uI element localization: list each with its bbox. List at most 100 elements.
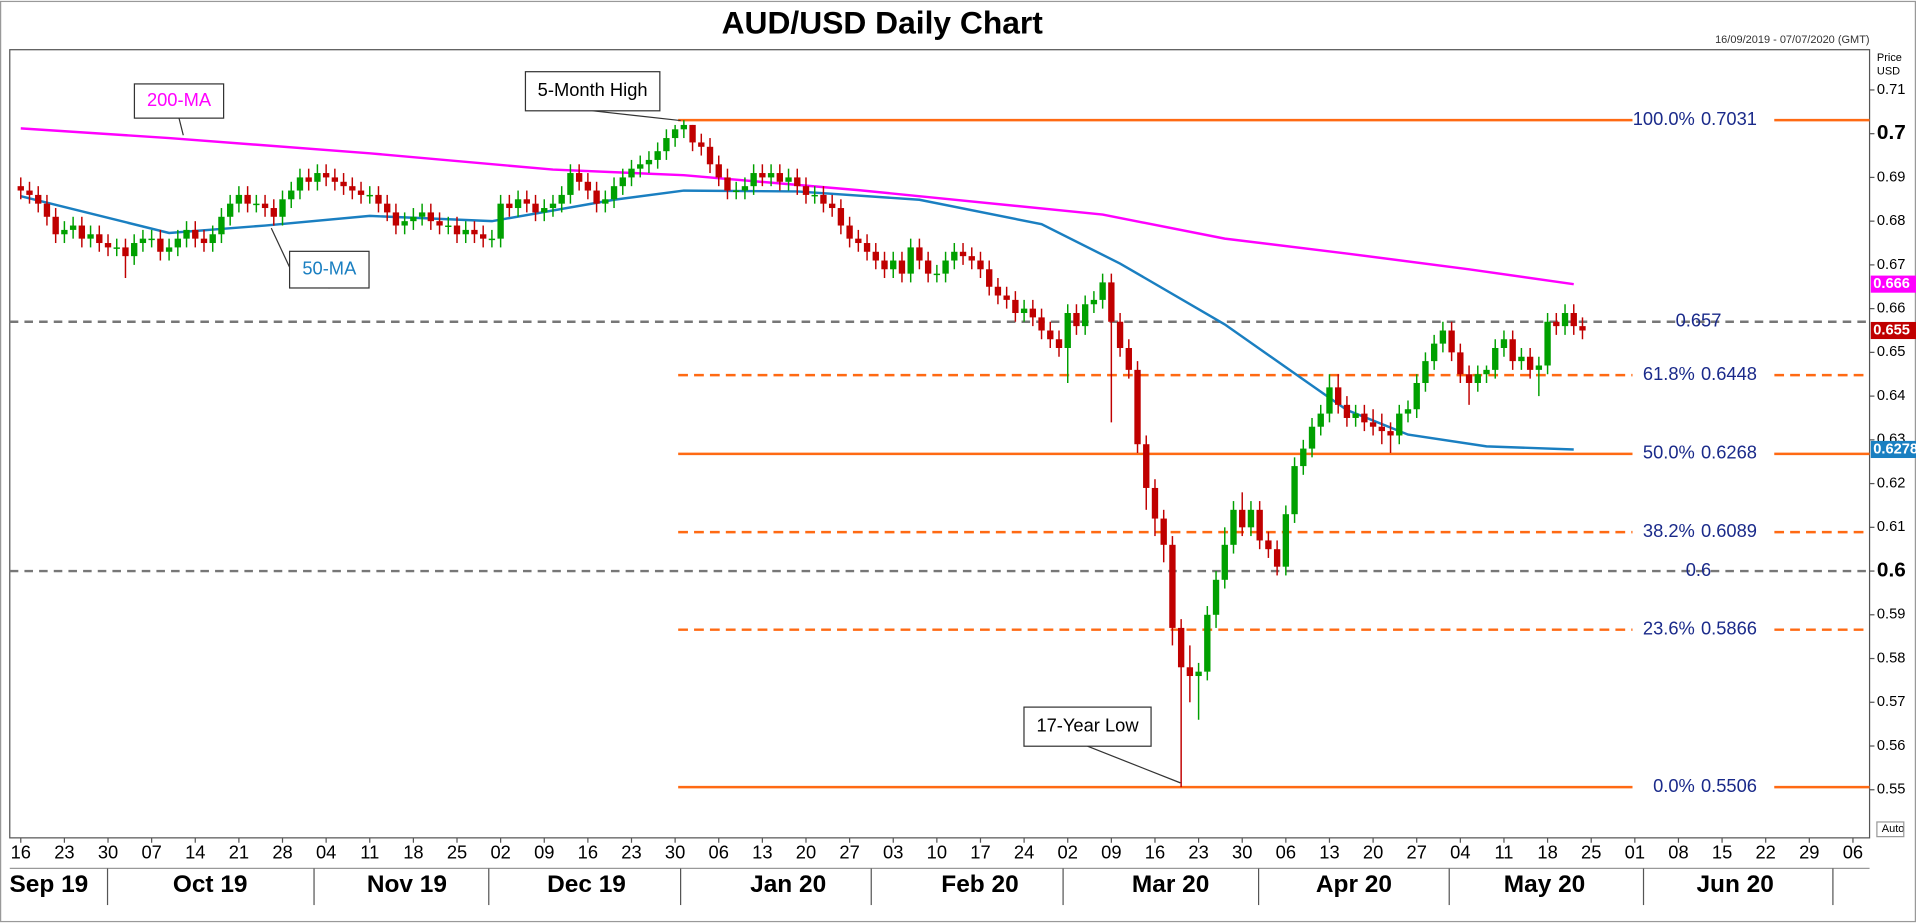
fib-label-bg bbox=[1632, 442, 1775, 465]
reference-label: 0.657 bbox=[1676, 310, 1722, 331]
candle-body bbox=[1221, 544, 1228, 580]
x-tick-label: 23 bbox=[1188, 842, 1208, 863]
x-tick-label: 13 bbox=[752, 842, 772, 863]
scale-box bbox=[1876, 821, 1905, 838]
candle-body bbox=[1003, 295, 1010, 300]
candle-body bbox=[706, 146, 714, 165]
x-tick-label: 11 bbox=[360, 842, 379, 863]
candle-body bbox=[1308, 426, 1316, 449]
reference-label: 0.6 bbox=[1686, 559, 1711, 580]
x-tick-label: 11 bbox=[1494, 842, 1513, 863]
candle-body bbox=[1160, 518, 1167, 545]
candle-body bbox=[375, 194, 382, 204]
candle-body bbox=[52, 216, 59, 235]
candle-body bbox=[811, 194, 818, 197]
candle-body bbox=[418, 212, 426, 217]
candle-body bbox=[209, 234, 216, 244]
candle-body bbox=[724, 177, 731, 191]
y-tick-label: 0.57 bbox=[1877, 694, 1906, 710]
candle-body bbox=[1282, 514, 1290, 567]
candle-body bbox=[1448, 330, 1455, 353]
value-tag-label: 0.655 bbox=[1873, 322, 1910, 338]
chart-title: AUD/USD Daily Chart bbox=[722, 5, 1044, 41]
candle-body bbox=[139, 238, 147, 244]
candle-body bbox=[1186, 667, 1194, 677]
candle-body bbox=[933, 273, 941, 276]
candle-body bbox=[26, 190, 33, 195]
candle-body bbox=[872, 251, 879, 261]
candle-body bbox=[401, 221, 408, 226]
candle-body bbox=[802, 186, 810, 195]
candle-body bbox=[17, 186, 24, 191]
candle-body bbox=[1116, 321, 1124, 348]
callout-text: 50-MA bbox=[302, 257, 357, 278]
candle-body bbox=[575, 173, 583, 182]
candle-body bbox=[916, 247, 923, 261]
candle-body bbox=[157, 238, 164, 252]
candle-body bbox=[1239, 509, 1246, 528]
candle-body bbox=[1143, 444, 1150, 488]
candle-body bbox=[1012, 299, 1019, 314]
fib-label-bg bbox=[1632, 364, 1775, 387]
candle-body bbox=[1326, 387, 1333, 414]
x-tick-label: 04 bbox=[1450, 842, 1470, 863]
candle-body bbox=[480, 234, 487, 239]
x-tick-label: 24 bbox=[1014, 842, 1034, 863]
x-tick-label: 09 bbox=[534, 842, 554, 863]
candle-body bbox=[43, 203, 51, 217]
y-tick-label: 0.66 bbox=[1877, 301, 1906, 317]
candle-body bbox=[1483, 369, 1490, 375]
candle-body bbox=[192, 229, 199, 239]
candle-body bbox=[384, 203, 391, 213]
value-tag-label: 0.666 bbox=[1873, 276, 1910, 292]
candle-body bbox=[645, 159, 653, 165]
candle-body bbox=[279, 199, 286, 217]
y-tick-label: 0.67 bbox=[1877, 257, 1906, 273]
callout-line bbox=[1087, 745, 1181, 784]
candle-body bbox=[235, 194, 243, 204]
y-tick-label: 0.61 bbox=[1877, 519, 1906, 535]
candle-body bbox=[1195, 671, 1202, 677]
candle-body bbox=[1247, 509, 1255, 528]
candle-body bbox=[436, 221, 443, 226]
candle-body bbox=[392, 212, 400, 226]
candle-body bbox=[619, 177, 626, 187]
candle-body bbox=[87, 234, 94, 239]
x-tick-label: 02 bbox=[1058, 842, 1078, 863]
fib-label: 100.0% bbox=[1633, 108, 1695, 129]
x-tick-label: 06 bbox=[709, 842, 729, 863]
x-tick-label: 01 bbox=[1625, 842, 1645, 863]
candle-body bbox=[785, 177, 792, 182]
candle-body bbox=[1020, 308, 1028, 314]
callout-text: 200-MA bbox=[147, 89, 212, 110]
candle-body bbox=[733, 190, 740, 193]
candle-body bbox=[113, 247, 120, 249]
candle-body bbox=[1134, 369, 1141, 445]
candle-body bbox=[532, 203, 539, 213]
y-tick-label: 0.65 bbox=[1877, 344, 1906, 360]
x-tick-label: 16 bbox=[11, 842, 31, 863]
y-tick-label: 0.69 bbox=[1877, 169, 1906, 185]
x-tick-label: 30 bbox=[665, 842, 685, 863]
y-tick-label: 0.6 bbox=[1877, 559, 1906, 582]
month-label: Apr 20 bbox=[1316, 871, 1392, 898]
callout-line bbox=[270, 227, 291, 268]
candle-body bbox=[1230, 509, 1237, 545]
candle-body bbox=[1396, 413, 1403, 436]
candle-body bbox=[1029, 308, 1037, 318]
candle-body bbox=[715, 164, 722, 178]
candle-body bbox=[1561, 313, 1569, 327]
candle-body bbox=[759, 173, 766, 178]
x-tick-label: 30 bbox=[98, 842, 118, 863]
candle-body bbox=[1509, 339, 1516, 362]
x-tick-label: 30 bbox=[1232, 842, 1252, 863]
candle-body bbox=[1047, 330, 1054, 340]
x-tick-label: 23 bbox=[54, 842, 74, 863]
fib-value: 0.6448 bbox=[1701, 363, 1757, 384]
candle-body bbox=[1125, 347, 1132, 370]
candle-body bbox=[1317, 413, 1324, 427]
candle-body bbox=[986, 269, 993, 287]
candle-body bbox=[1500, 339, 1508, 348]
candle-body bbox=[1055, 339, 1063, 348]
candle-body bbox=[1369, 422, 1377, 427]
